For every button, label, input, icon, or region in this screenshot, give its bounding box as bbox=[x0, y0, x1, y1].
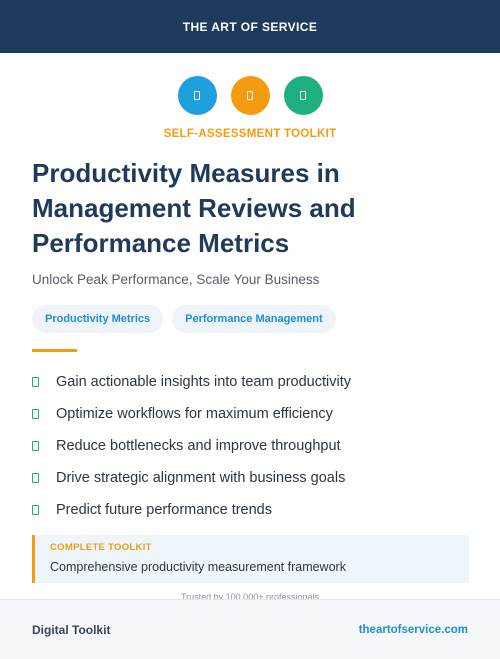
footer-bar: Digital Toolkit theartofservice.com bbox=[0, 599, 500, 659]
icon-row bbox=[0, 76, 500, 115]
benefit-text: Gain actionable insights into team produ… bbox=[56, 374, 351, 390]
header-bar: THE ART OF SERVICE bbox=[0, 0, 500, 53]
toolkit-callout: COMPLETE TOOLKIT Comprehensive productiv… bbox=[32, 535, 469, 583]
benefit-text: Drive strategic alignment with business … bbox=[56, 470, 346, 486]
accent-divider bbox=[32, 349, 77, 352]
tag-performance-management: Performance Management bbox=[172, 305, 336, 333]
document-icon bbox=[283, 76, 323, 115]
document-icon bbox=[177, 76, 217, 115]
callout-text: Comprehensive productivity measurement f… bbox=[50, 560, 346, 574]
brand-title: THE ART OF SERVICE bbox=[182, 19, 318, 34]
list-item: Reduce bottlenecks and improve throughpu… bbox=[32, 430, 351, 462]
check-icon bbox=[32, 505, 39, 515]
check-icon bbox=[32, 409, 39, 419]
list-item: Drive strategic alignment with business … bbox=[32, 462, 351, 494]
list-item: Optimize workflows for maximum efficienc… bbox=[32, 398, 351, 430]
list-item: Predict future performance trends bbox=[32, 494, 351, 526]
benefit-text: Reduce bottlenecks and improve throughpu… bbox=[56, 438, 341, 454]
toolkit-kicker: SELF-ASSESSMENT TOOLKIT bbox=[163, 128, 337, 140]
benefit-text: Optimize workflows for maximum efficienc… bbox=[56, 406, 333, 422]
tag-productivity-metrics: Productivity Metrics bbox=[32, 305, 164, 333]
check-icon bbox=[32, 473, 39, 483]
check-icon bbox=[32, 377, 39, 387]
trusted-note: Trusted by 100,000+ professionals bbox=[180, 592, 319, 602]
page-subtitle: Unlock Peak Performance, Scale Your Busi… bbox=[32, 272, 320, 287]
footer-label: Digital Toolkit bbox=[32, 622, 111, 637]
check-icon bbox=[32, 441, 39, 451]
callout-label: COMPLETE TOOLKIT bbox=[50, 542, 152, 553]
benefit-list: Gain actionable insights into team produ… bbox=[32, 366, 351, 526]
page-title: Productivity Measures in Management Revi… bbox=[32, 158, 356, 258]
benefit-text: Predict future performance trends bbox=[56, 502, 272, 518]
tag-list: Productivity Metrics Performance Managem… bbox=[32, 305, 336, 333]
list-item: Gain actionable insights into team produ… bbox=[32, 366, 351, 398]
document-icon bbox=[230, 76, 270, 115]
website-link[interactable]: theartofservice.com bbox=[358, 623, 468, 636]
